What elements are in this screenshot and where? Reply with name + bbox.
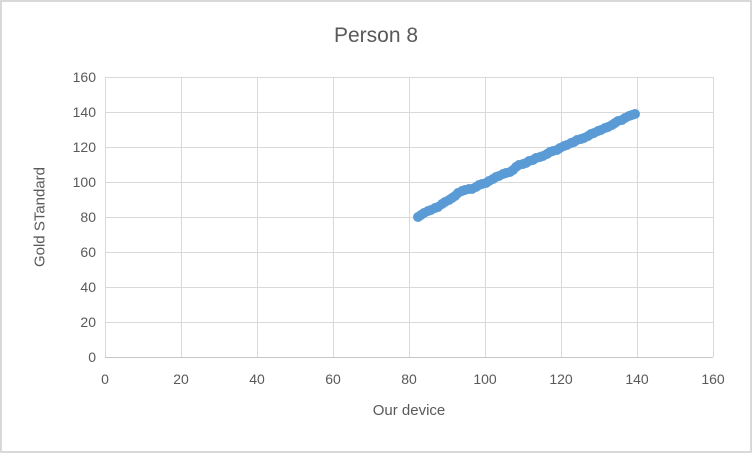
horizontal-gridline <box>105 322 713 323</box>
x-axis-tick-label: 80 <box>401 371 417 387</box>
horizontal-gridline <box>105 252 713 253</box>
x-axis-tick-label: 20 <box>173 371 189 387</box>
horizontal-gridline <box>105 77 713 78</box>
y-axis-tick-label: 20 <box>80 314 96 330</box>
x-axis-tick-label: 0 <box>101 371 109 387</box>
x-axis-tick-label: 60 <box>325 371 341 387</box>
scatter-point <box>630 108 641 119</box>
y-axis-title: Gold STandard <box>31 166 49 268</box>
y-axis-tick-label: 40 <box>80 279 96 295</box>
vertical-gridline <box>713 77 714 357</box>
horizontal-gridline <box>105 182 713 183</box>
x-axis-tick-label: 100 <box>473 371 497 387</box>
x-axis-tick-label: 120 <box>549 371 573 387</box>
y-axis-tick-label: 60 <box>80 244 96 260</box>
x-axis-tick-label: 140 <box>625 371 649 387</box>
horizontal-gridline <box>105 217 713 218</box>
plot-area <box>105 77 714 358</box>
y-axis-tick-label: 160 <box>72 69 96 85</box>
y-axis-tick-label: 140 <box>72 104 96 120</box>
horizontal-gridline <box>105 112 713 113</box>
horizontal-gridline <box>105 147 713 148</box>
y-axis-tick-label: 120 <box>72 139 96 155</box>
x-axis-title: Our device <box>372 402 446 419</box>
x-axis-tick-label: 160 <box>701 371 725 387</box>
horizontal-gridline <box>105 287 713 288</box>
y-axis-tick-label: 80 <box>80 209 96 225</box>
x-axis-line <box>105 357 713 358</box>
y-axis-tick-label: 0 <box>88 349 96 365</box>
chart-title: Person 8 <box>333 24 419 47</box>
x-axis-tick-label: 40 <box>249 371 265 387</box>
y-axis-tick-label: 100 <box>72 174 96 190</box>
